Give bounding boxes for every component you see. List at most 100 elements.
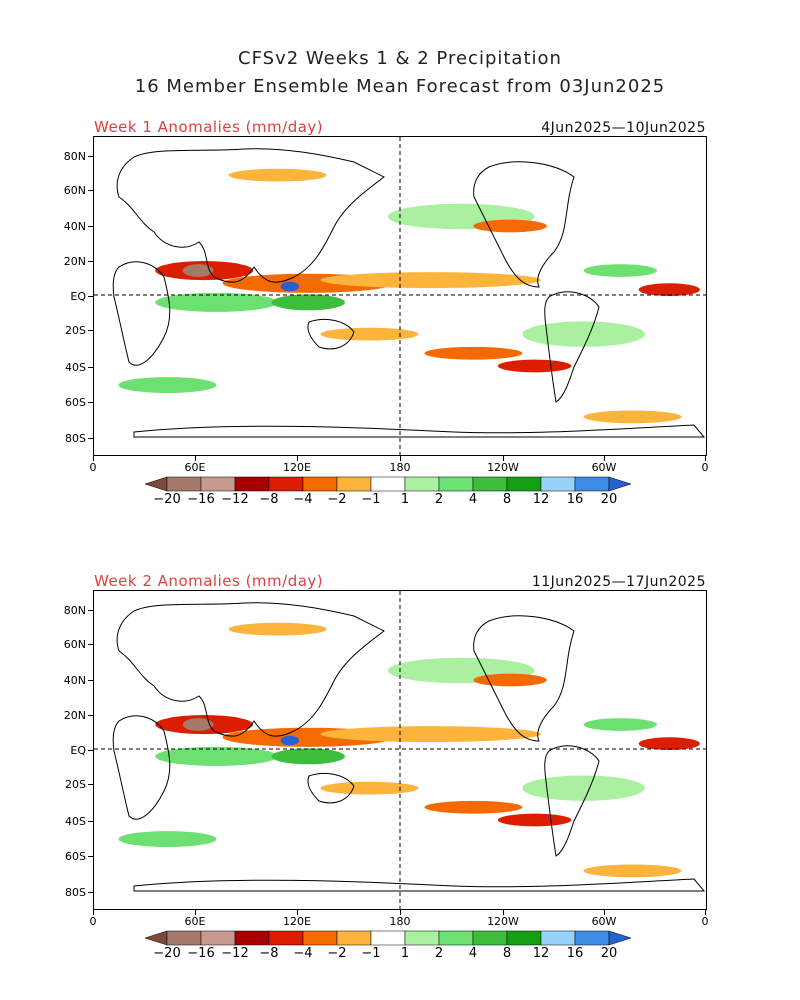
- week1-colorbar-label: 2: [434, 492, 444, 507]
- week2-lat-label: 20N: [63, 709, 86, 722]
- week1-anomaly-area: [320, 327, 419, 341]
- week1-lat-tick: [88, 367, 93, 368]
- week2-colorbar-swatch: [540, 930, 576, 946]
- week1-colorbar-label: 1: [400, 492, 410, 507]
- week2-lat-label: 40S: [65, 815, 86, 828]
- week2-lon-label: 0: [701, 915, 709, 928]
- week1-lat-tick: [88, 330, 93, 331]
- week1-colorbar-label: −4: [293, 492, 313, 507]
- week1-anomaly-area: [271, 294, 345, 311]
- week1-panel-dates: 4Jun2025—10Jun2025: [541, 120, 706, 136]
- week2-colorbar-label: 20: [600, 946, 618, 961]
- week2-lon-label: 60E: [184, 915, 206, 928]
- week2-colorbar-swatch: [370, 930, 406, 946]
- week1-lat-label: 40S: [65, 361, 86, 374]
- week1-colorbar-swatch: [540, 476, 576, 492]
- week1-lon-tick: [604, 456, 605, 461]
- week2-colorbar-label: 2: [434, 946, 444, 961]
- week2-lat-tick: [88, 856, 93, 857]
- week2-lat-label: 20S: [65, 778, 86, 791]
- week1-lat-label: EQ: [70, 290, 86, 303]
- week2-anomaly-area: [320, 726, 541, 743]
- week2-coastline: [473, 615, 575, 742]
- week1-anomaly-area: [155, 292, 278, 312]
- week1-lat-tick: [88, 296, 93, 297]
- week2-lon-tick: [400, 910, 401, 915]
- week1-lat-tick: [88, 190, 93, 191]
- week2-lon-label: 60W: [591, 915, 617, 928]
- chart-title-line2: 16 Member Ensemble Mean Forecast from 03…: [134, 76, 666, 97]
- week2-lat-tick: [88, 892, 93, 893]
- week2-anomaly-area: [473, 673, 547, 687]
- week1-coastline: [133, 424, 706, 438]
- week2-anomaly-area: [118, 831, 217, 847]
- week2-lon-label: 120E: [283, 915, 311, 928]
- week1-colorbar-label: 20: [600, 492, 618, 507]
- week2-lon-tick: [705, 910, 706, 915]
- week1-anomaly-area: [583, 264, 658, 277]
- week2-colorbar-swatch: [574, 930, 610, 946]
- week1-colorbar-label: −2: [327, 492, 347, 507]
- week1-colorbar-swatch: [370, 476, 406, 492]
- week1-colorbar-swatch: [200, 476, 236, 492]
- week2-colorbar-label: −4: [293, 946, 313, 961]
- week1-colorbar-swatch: [234, 476, 270, 492]
- week2-lat-tick: [88, 821, 93, 822]
- week2-lon-tick: [195, 910, 196, 915]
- week2-anomaly-area: [583, 864, 682, 878]
- week1-colorbar-swatch: [438, 476, 474, 492]
- week1-lon-label: 60E: [184, 461, 206, 474]
- week2-colorbar-label: −16: [187, 946, 215, 961]
- week1-coastline: [544, 291, 600, 403]
- week2-anomaly-area: [280, 735, 300, 746]
- week2-anomaly-area: [271, 748, 345, 765]
- week1-colorbar-label: 4: [468, 492, 478, 507]
- week2-lat-tick: [88, 750, 93, 751]
- week2-anomaly-area: [497, 813, 572, 827]
- week2-colorbar-label: −1: [361, 946, 381, 961]
- week2-coastline: [544, 745, 600, 857]
- week1-coastline: [473, 161, 575, 288]
- week1-anomaly-area: [320, 272, 541, 289]
- week2-lat-tick: [88, 610, 93, 611]
- week1-lat-tick: [88, 261, 93, 262]
- week1-lat-label: 60N: [63, 184, 86, 197]
- week1-colorbar-swatch: [336, 476, 372, 492]
- week2-colorbar-arrow-right: [608, 930, 632, 946]
- week1-lon-label: 60W: [591, 461, 617, 474]
- week1-panel-label: Week 1 Anomalies (mm/day): [94, 118, 324, 136]
- week1-colorbar-swatch: [166, 476, 202, 492]
- week1-lat-tick: [88, 226, 93, 227]
- week2-colorbar-swatch: [438, 930, 474, 946]
- week1-anomaly-area: [583, 410, 682, 424]
- week1-colorbar-label: −16: [187, 492, 215, 507]
- week2-lat-tick: [88, 644, 93, 645]
- week2-colorbar-label: 8: [502, 946, 512, 961]
- week1-lat-label: 80N: [63, 150, 86, 163]
- week1-lon-tick: [93, 456, 94, 461]
- week2-lat-tick: [88, 680, 93, 681]
- week2-anomaly-area: [155, 746, 278, 766]
- week2-lat-label: EQ: [70, 744, 86, 757]
- week2-colorbar-label: −8: [259, 946, 279, 961]
- week2-coastline: [307, 773, 355, 804]
- week2-coastline: [133, 878, 706, 892]
- week1-anomaly-area: [497, 359, 572, 373]
- week2-colorbar-swatch: [200, 930, 236, 946]
- week2-colorbar-swatch: [166, 930, 202, 946]
- week2-colorbar-label: −20: [153, 946, 181, 961]
- week1-lon-label: 0: [701, 461, 709, 474]
- week1-anomaly-area: [118, 377, 217, 393]
- week1-colorbar-label: 12: [532, 492, 550, 507]
- week1-lon-tick: [503, 456, 504, 461]
- week2-anomaly-area: [182, 718, 214, 731]
- week1-lon-tick: [705, 456, 706, 461]
- week1-colorbar-label: 16: [566, 492, 584, 507]
- week1-lat-label: 20S: [65, 324, 86, 337]
- week1-lat-tick: [88, 402, 93, 403]
- week1-colorbar-label: −1: [361, 492, 381, 507]
- week1-colorbar-label: −12: [221, 492, 249, 507]
- week2-colorbar-swatch: [268, 930, 304, 946]
- week2-lat-label: 80N: [63, 604, 86, 617]
- week1-lon-tick: [195, 456, 196, 461]
